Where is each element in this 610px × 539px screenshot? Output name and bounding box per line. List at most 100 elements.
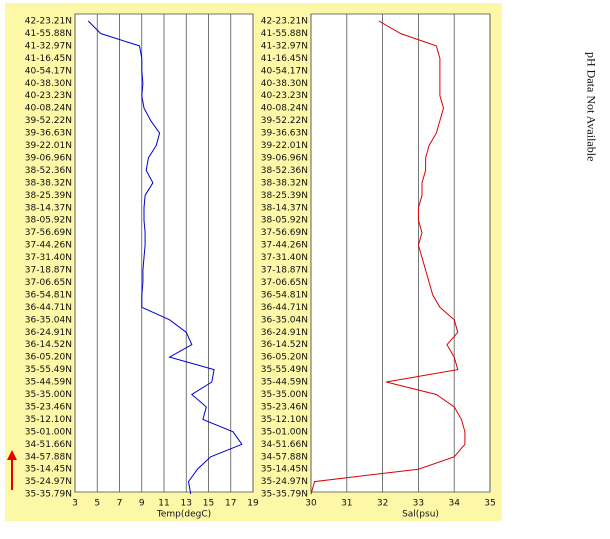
y-tick-label: 39-36.63N [25,129,72,139]
y-tick-label: 36-35.04N [25,315,72,325]
y-tick-label: 38-52.36N [261,166,308,176]
plot-area [311,14,490,492]
y-tick-label: 41-55.88N [261,29,308,39]
x-tick-label: 17 [225,499,236,509]
y-tick-label: 39-06.96N [261,153,308,163]
y-tick-label: 36-24.91N [261,328,308,338]
data-line [87,20,243,495]
y-tick-label: 38-05.92N [25,216,72,226]
y-tick-label: 38-25.39N [25,191,72,201]
y-tick-label: 40-23.23N [261,91,308,101]
y-tick-label: 36-05.20N [261,353,308,363]
y-tick-label: 38-38.32N [25,178,72,188]
x-tick-label: 13 [181,499,192,509]
y-tick-label: 35-55.49N [261,365,308,375]
y-tick-label: 40-38.30N [25,79,72,89]
y-tick-label: 40-08.24N [25,104,72,114]
y-tick-label: 35-35.00N [25,390,72,400]
y-tick-label: 35-24.97N [261,477,308,487]
y-tick-label: 35-14.45N [261,465,308,475]
x-tick-label: 31 [341,499,352,509]
y-tick-label: 39-06.96N [25,153,72,163]
y-tick-label: 38-25.39N [261,191,308,201]
x-tick-label: 32 [377,499,388,509]
y-tick-label: 37-56.69N [25,228,72,238]
y-tick-label: 42-23.21N [25,17,72,27]
y-tick-label: 41-16.45N [261,54,308,64]
y-tick-label: 39-22.01N [25,141,72,151]
y-tick-label: 37-31.40N [261,253,308,263]
plot-frame [310,13,491,493]
y-tick-label: 39-52.22N [25,116,72,126]
note: pH Data Not Available [584,52,598,161]
y-tick-label: 34-57.88N [261,452,308,462]
data-line [310,20,466,495]
y-tick-label: 36-54.81N [261,290,308,300]
x-tick-label: 34 [448,499,460,509]
x-tick-label: 19 [247,499,259,509]
y-tick-label: 35-12.10N [261,415,308,425]
y-tick-label: 35-23.46N [25,402,72,412]
x-tick-label: 11 [158,499,169,509]
x-axis-title: Temp(degC) [156,510,211,520]
y-tick-label: 35-23.46N [261,402,308,412]
x-tick-label: 7 [117,499,123,509]
y-tick-label: 40-23.23N [25,91,72,101]
y-tick-label: 41-16.45N [25,54,72,64]
y-tick-label: 38-38.32N [261,178,308,188]
y-tick-label: 37-56.69N [261,228,308,238]
x-tick-label: 9 [139,499,145,509]
y-tick-label: 37-18.87N [25,266,72,276]
plot-frame [74,13,254,493]
y-tick-label: 39-52.22N [261,116,308,126]
y-tick-label: 36-05.20N [25,353,72,363]
y-tick-label: 35-01.00N [261,427,308,437]
y-tick-label: 35-35.79N [261,490,308,500]
y-tick-label: 36-14.52N [261,340,308,350]
y-tick-label: 35-14.45N [25,465,72,475]
y-tick-label: 38-05.92N [261,216,308,226]
y-tick-label: 42-23.21N [261,17,308,27]
y-tick-label: 36-24.91N [25,328,72,338]
y-tick-label: 40-38.30N [261,79,308,89]
y-tick-label: 34-51.66N [25,440,72,450]
y-tick-label: 36-14.52N [25,340,72,350]
y-tick-label: 39-22.01N [261,141,308,151]
y-tick-label: 36-44.71N [25,303,72,313]
x-tick-label: 33 [413,499,424,509]
x-tick-label: 30 [305,499,317,509]
y-tick-label: 34-57.88N [25,452,72,462]
y-tick-label: 36-35.04N [261,315,308,325]
y-tick-label: 40-08.24N [261,104,308,114]
y-tick-label: 35-24.97N [25,477,72,487]
y-tick-label: 35-35.79N [25,490,72,500]
y-tick-label: 40-54.17N [261,66,308,76]
y-tick-label: 39-36.63N [261,129,308,139]
y-tick-label: 41-32.97N [261,41,308,51]
y-tick-label: 35-35.00N [261,390,308,400]
y-tick-label: 38-52.36N [25,166,72,176]
y-tick-label: 36-54.81N [25,290,72,300]
y-tick-label: 37-18.87N [261,266,308,276]
x-axis-title: Sal(psu) [402,510,439,520]
y-tick-label: 41-32.97N [25,41,72,51]
x-tick-label: 15 [203,499,214,509]
arrow-head [7,450,17,460]
y-tick-label: 40-54.17N [25,66,72,76]
y-tick-label: 35-44.59N [25,378,72,388]
x-tick-label: 35 [484,499,495,509]
y-tick-label: 37-44.26N [261,241,308,251]
y-tick-label: 38-14.37N [261,203,308,213]
y-tick-label: 37-06.65N [261,278,308,288]
x-tick-label: 5 [94,499,100,509]
y-tick-label: 35-12.10N [25,415,72,425]
y-tick-label: 35-01.00N [25,427,72,437]
y-tick-label: 37-31.40N [25,253,72,263]
y-tick-label: 34-51.66N [261,440,308,450]
y-tick-label: 35-55.49N [25,365,72,375]
y-tick-label: 38-14.37N [25,203,72,213]
y-tick-label: 41-55.88N [25,29,72,39]
y-tick-label: 36-44.71N [261,303,308,313]
